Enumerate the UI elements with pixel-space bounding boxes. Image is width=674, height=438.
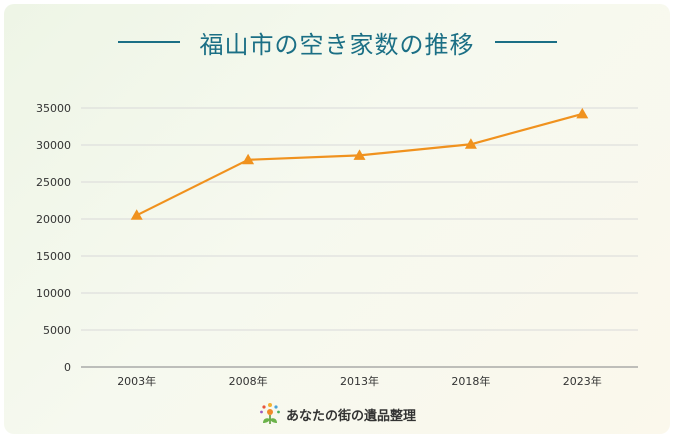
x-tick-label: 2013年 (340, 374, 379, 388)
y-tick-label: 10000 (36, 287, 71, 300)
y-tick-label: 25000 (36, 176, 71, 189)
data-point-marker (242, 153, 255, 165)
data-point-marker (130, 209, 143, 220)
data-point-marker (576, 107, 589, 119)
y-tick-label: 30000 (36, 139, 71, 152)
data-point-marker (353, 149, 366, 160)
y-tick-label: 35000 (36, 102, 71, 115)
brand-logo-icon (260, 403, 280, 424)
footer: あなたの街の遺品整理 (0, 400, 674, 428)
data-point-marker (464, 138, 477, 149)
y-tick-label: 0 (64, 361, 71, 374)
y-tick-label: 15000 (36, 250, 71, 263)
chart-title: 福山市の空き家数の推移 (199, 30, 475, 59)
title-row: 福山市の空き家数の推移 (0, 22, 674, 62)
x-tick-label: 2018年 (451, 374, 490, 388)
brand-name: あなたの街の遺品整理 (285, 408, 416, 424)
x-tick-label: 2003年 (117, 374, 156, 388)
y-tick-label: 5000 (43, 324, 71, 337)
series-line (136, 112, 583, 217)
title-line-right (494, 41, 557, 43)
title-line-left (117, 41, 180, 43)
x-tick-label: 2008年 (229, 374, 268, 388)
x-tick-label: 2023年 (563, 374, 602, 388)
y-tick-label: 20000 (36, 213, 71, 226)
